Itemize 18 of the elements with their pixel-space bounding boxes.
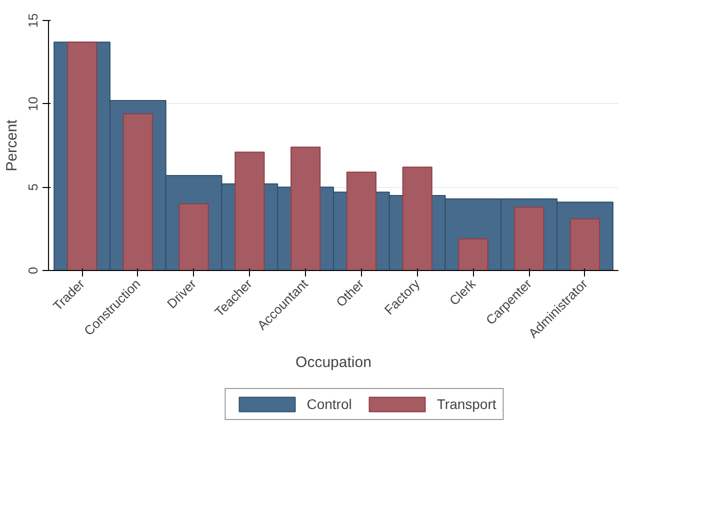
bar [178, 203, 209, 270]
bar [402, 166, 432, 270]
x-axis-title: Occupation [296, 354, 372, 372]
bar [570, 218, 600, 270]
legend-label: Transport [436, 396, 496, 412]
bar [290, 146, 321, 270]
legend-label: Control [306, 396, 352, 412]
bar [514, 206, 544, 270]
bar [458, 238, 488, 270]
y-tick-label: 15 [26, 13, 40, 28]
bar [122, 113, 153, 270]
bar [67, 42, 98, 270]
y-tick-label: 5 [26, 184, 40, 191]
y-axis-title: Percent [4, 118, 20, 172]
bar [234, 152, 265, 270]
y-tick-label: 10 [26, 96, 40, 112]
bar [346, 172, 376, 270]
y-tick-label: 0 [26, 266, 40, 274]
